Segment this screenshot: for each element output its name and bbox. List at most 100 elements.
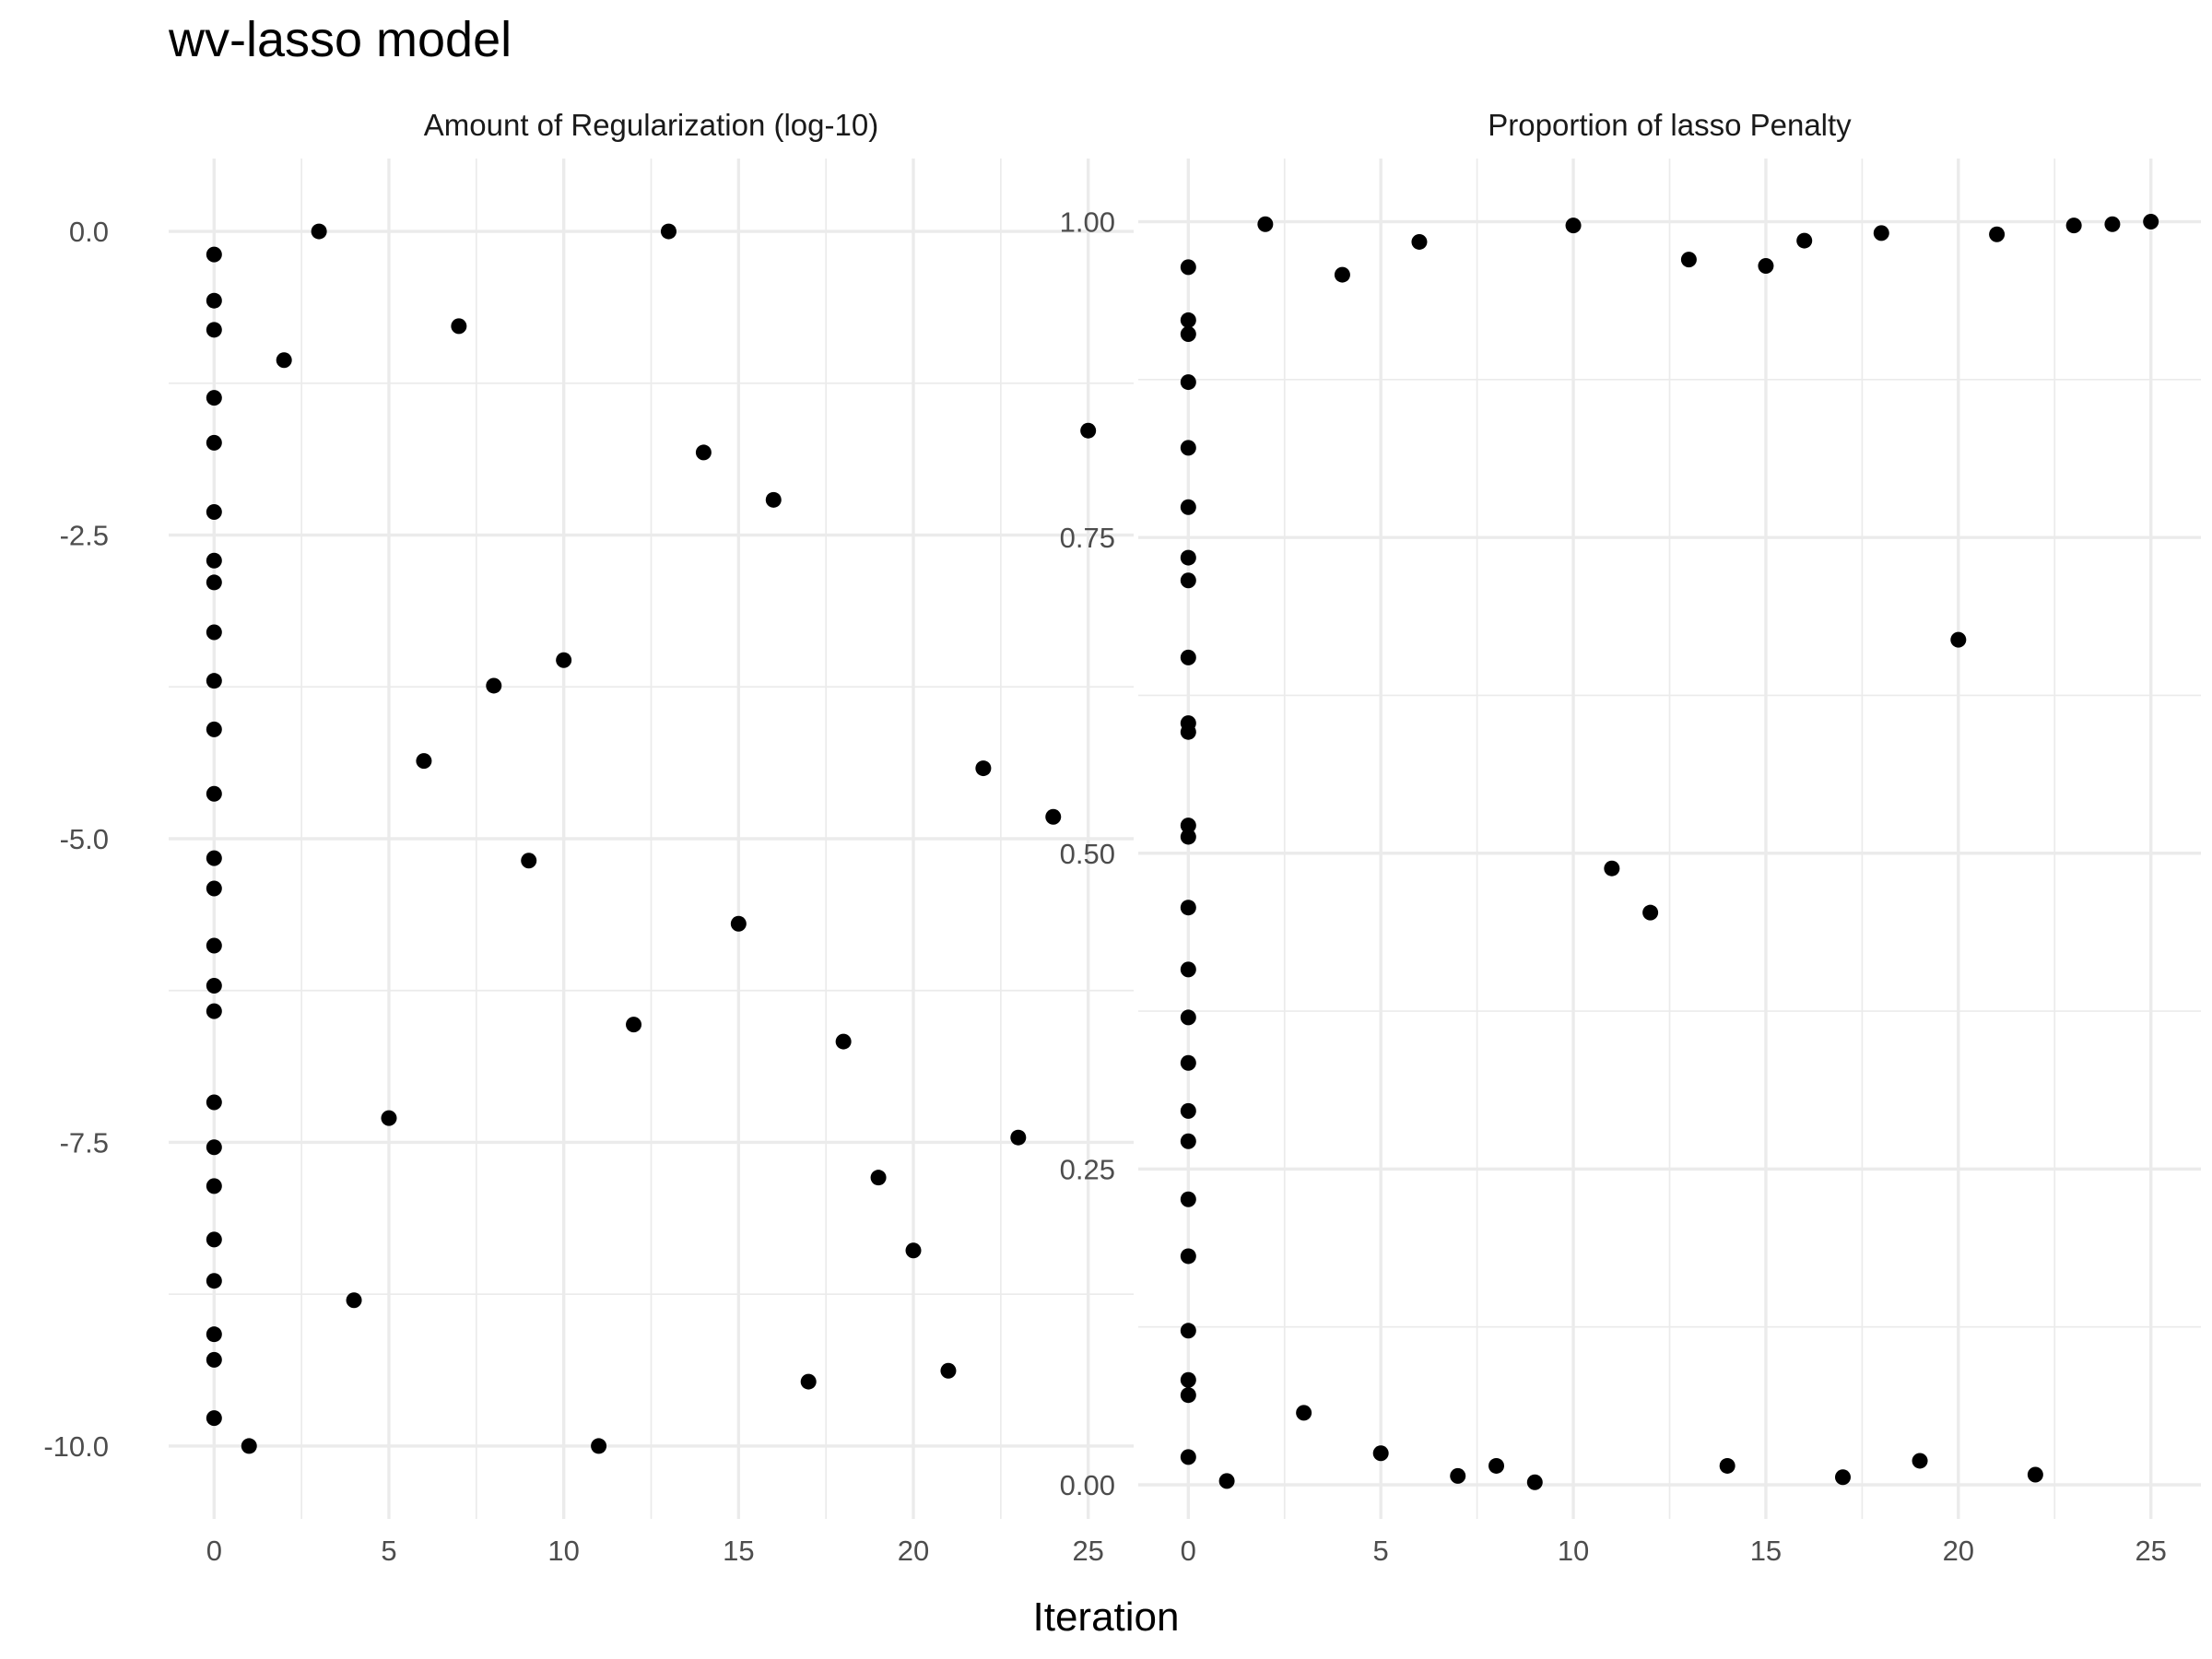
data-point — [241, 1438, 257, 1454]
data-point — [1180, 1009, 1196, 1026]
data-point — [381, 1110, 397, 1126]
data-point — [1565, 218, 1582, 234]
data-point — [1796, 232, 1813, 249]
data-point — [1604, 860, 1620, 877]
data-point — [835, 1033, 852, 1050]
data-point — [695, 444, 712, 461]
data-point — [521, 853, 537, 869]
data-point — [1680, 252, 1697, 268]
data-point — [1834, 1469, 1851, 1486]
data-point — [276, 352, 292, 369]
data-point — [730, 915, 747, 932]
data-point — [1642, 904, 1659, 921]
data-point — [206, 503, 222, 520]
facet-panel-2: Proportion of lasso Penalty 0 5 10 15 20 25 0.0… — [1060, 108, 2201, 1567]
data-point — [1180, 1449, 1196, 1465]
data-point — [1180, 1371, 1196, 1388]
data-point — [765, 491, 782, 508]
data-point — [206, 624, 222, 641]
data-point — [1180, 649, 1196, 665]
data-point — [206, 292, 222, 309]
data-point — [206, 552, 222, 569]
data-point — [1180, 900, 1196, 916]
data-point — [940, 1362, 957, 1379]
data-point — [1372, 1445, 1389, 1462]
data-point — [1180, 1102, 1196, 1119]
data-point — [486, 677, 502, 694]
data-point — [206, 721, 222, 737]
data-point — [1526, 1474, 1543, 1490]
data-point — [206, 1003, 222, 1019]
facet-title: Proportion of lasso Penalty — [1488, 108, 1852, 142]
data-point — [870, 1170, 887, 1186]
data-point — [206, 246, 222, 263]
data-point — [1010, 1129, 1027, 1146]
data-point — [206, 785, 222, 802]
x-tick-label: 15 — [1750, 1535, 1782, 1567]
y-tick-label: 0.50 — [1060, 838, 1115, 870]
x-tick-label: 5 — [381, 1535, 396, 1567]
data-point — [416, 753, 432, 770]
data-point — [556, 652, 572, 668]
facet-panel-1: Amount of Regularization (log-10) 0 5 10 15 2… — [43, 108, 1134, 1567]
x-tick-label: 0 — [206, 1535, 222, 1567]
y-tick-label: 0.0 — [69, 216, 109, 248]
data-point — [2027, 1466, 2043, 1483]
data-point — [1180, 1387, 1196, 1404]
data-point — [206, 1273, 222, 1289]
x-tick-label: 25 — [1072, 1535, 1103, 1567]
data-point — [206, 850, 222, 866]
x-tick-label: 20 — [898, 1535, 929, 1567]
data-point — [1488, 1457, 1505, 1474]
data-point — [2065, 218, 2082, 234]
data-point — [1950, 631, 1967, 648]
y-tick-label: 0.00 — [1060, 1469, 1115, 1501]
x-tick-label: 5 — [1373, 1535, 1389, 1567]
data-point — [206, 1231, 222, 1248]
x-tick-label: 10 — [1558, 1535, 1589, 1567]
data-point — [206, 977, 222, 994]
data-point — [1257, 216, 1274, 232]
data-point — [1180, 572, 1196, 589]
y-tick-label: 1.00 — [1060, 206, 1115, 239]
data-point — [1296, 1405, 1312, 1421]
data-point — [206, 1326, 222, 1343]
data-point — [1719, 1457, 1735, 1474]
data-point — [1450, 1467, 1466, 1484]
x-tick-label: 0 — [1181, 1535, 1196, 1567]
data-point — [1758, 257, 1774, 274]
data-point — [1180, 1248, 1196, 1265]
data-point — [1912, 1453, 1928, 1469]
data-point — [1180, 1323, 1196, 1339]
y-tick-label: -7.5 — [60, 1126, 109, 1159]
data-point — [1180, 818, 1196, 834]
data-point — [1218, 1473, 1235, 1489]
data-point — [206, 937, 222, 954]
y-tick-label: -10.0 — [43, 1430, 109, 1463]
data-point — [206, 1178, 222, 1194]
data-point — [206, 1139, 222, 1156]
data-point — [591, 1438, 607, 1454]
data-point — [1180, 374, 1196, 391]
data-point — [206, 1410, 222, 1427]
data-point — [206, 390, 222, 406]
data-point — [1180, 829, 1196, 845]
data-point — [1080, 422, 1097, 439]
data-point — [311, 223, 327, 240]
x-tick-label: 20 — [1943, 1535, 1974, 1567]
data-point — [346, 1292, 362, 1309]
data-point — [1411, 233, 1428, 250]
data-point — [451, 318, 467, 335]
y-tick-label: -5.0 — [60, 823, 109, 855]
x-tick-label: 15 — [723, 1535, 754, 1567]
data-point — [1180, 961, 1196, 978]
data-point — [206, 673, 222, 689]
data-point — [1180, 1054, 1196, 1071]
data-point — [1045, 808, 1062, 825]
data-point — [1180, 1133, 1196, 1149]
data-point — [800, 1373, 817, 1390]
data-point — [1180, 724, 1196, 740]
data-point — [206, 1351, 222, 1368]
data-point — [1180, 325, 1196, 342]
